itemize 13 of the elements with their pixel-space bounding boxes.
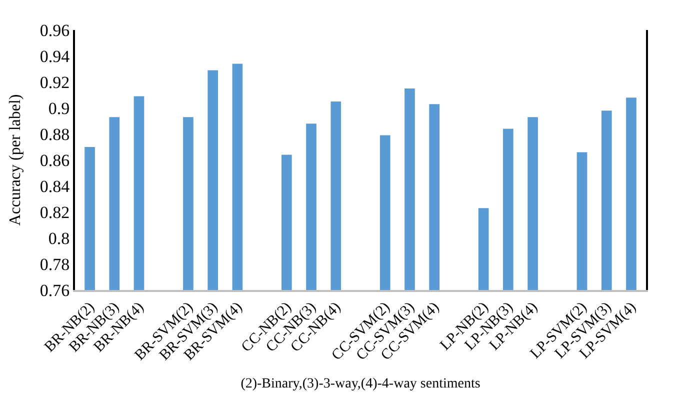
y-tick-label: 0.88 [40, 124, 70, 144]
y-tick-label: 0.86 [40, 150, 70, 170]
y-tick-label: 0.96 [40, 20, 70, 40]
y-tick-label: 0.92 [40, 72, 70, 92]
x-axis-title: (2)-Binary,(3)-3-way,(4)-4-way sentiments [240, 376, 480, 392]
y-tick-label: 0.94 [40, 46, 70, 66]
y-tick-label: 0.76 [40, 280, 70, 300]
y-tick-label: 0.84 [40, 176, 70, 196]
y-tick-label: 0.82 [40, 202, 70, 222]
y-tick-label: 0.9 [48, 98, 70, 118]
y-tick-label: 0.8 [48, 228, 70, 248]
y-axis-title: Accuracy (per label) [7, 94, 24, 226]
y-tick-label: 0.78 [40, 254, 70, 274]
